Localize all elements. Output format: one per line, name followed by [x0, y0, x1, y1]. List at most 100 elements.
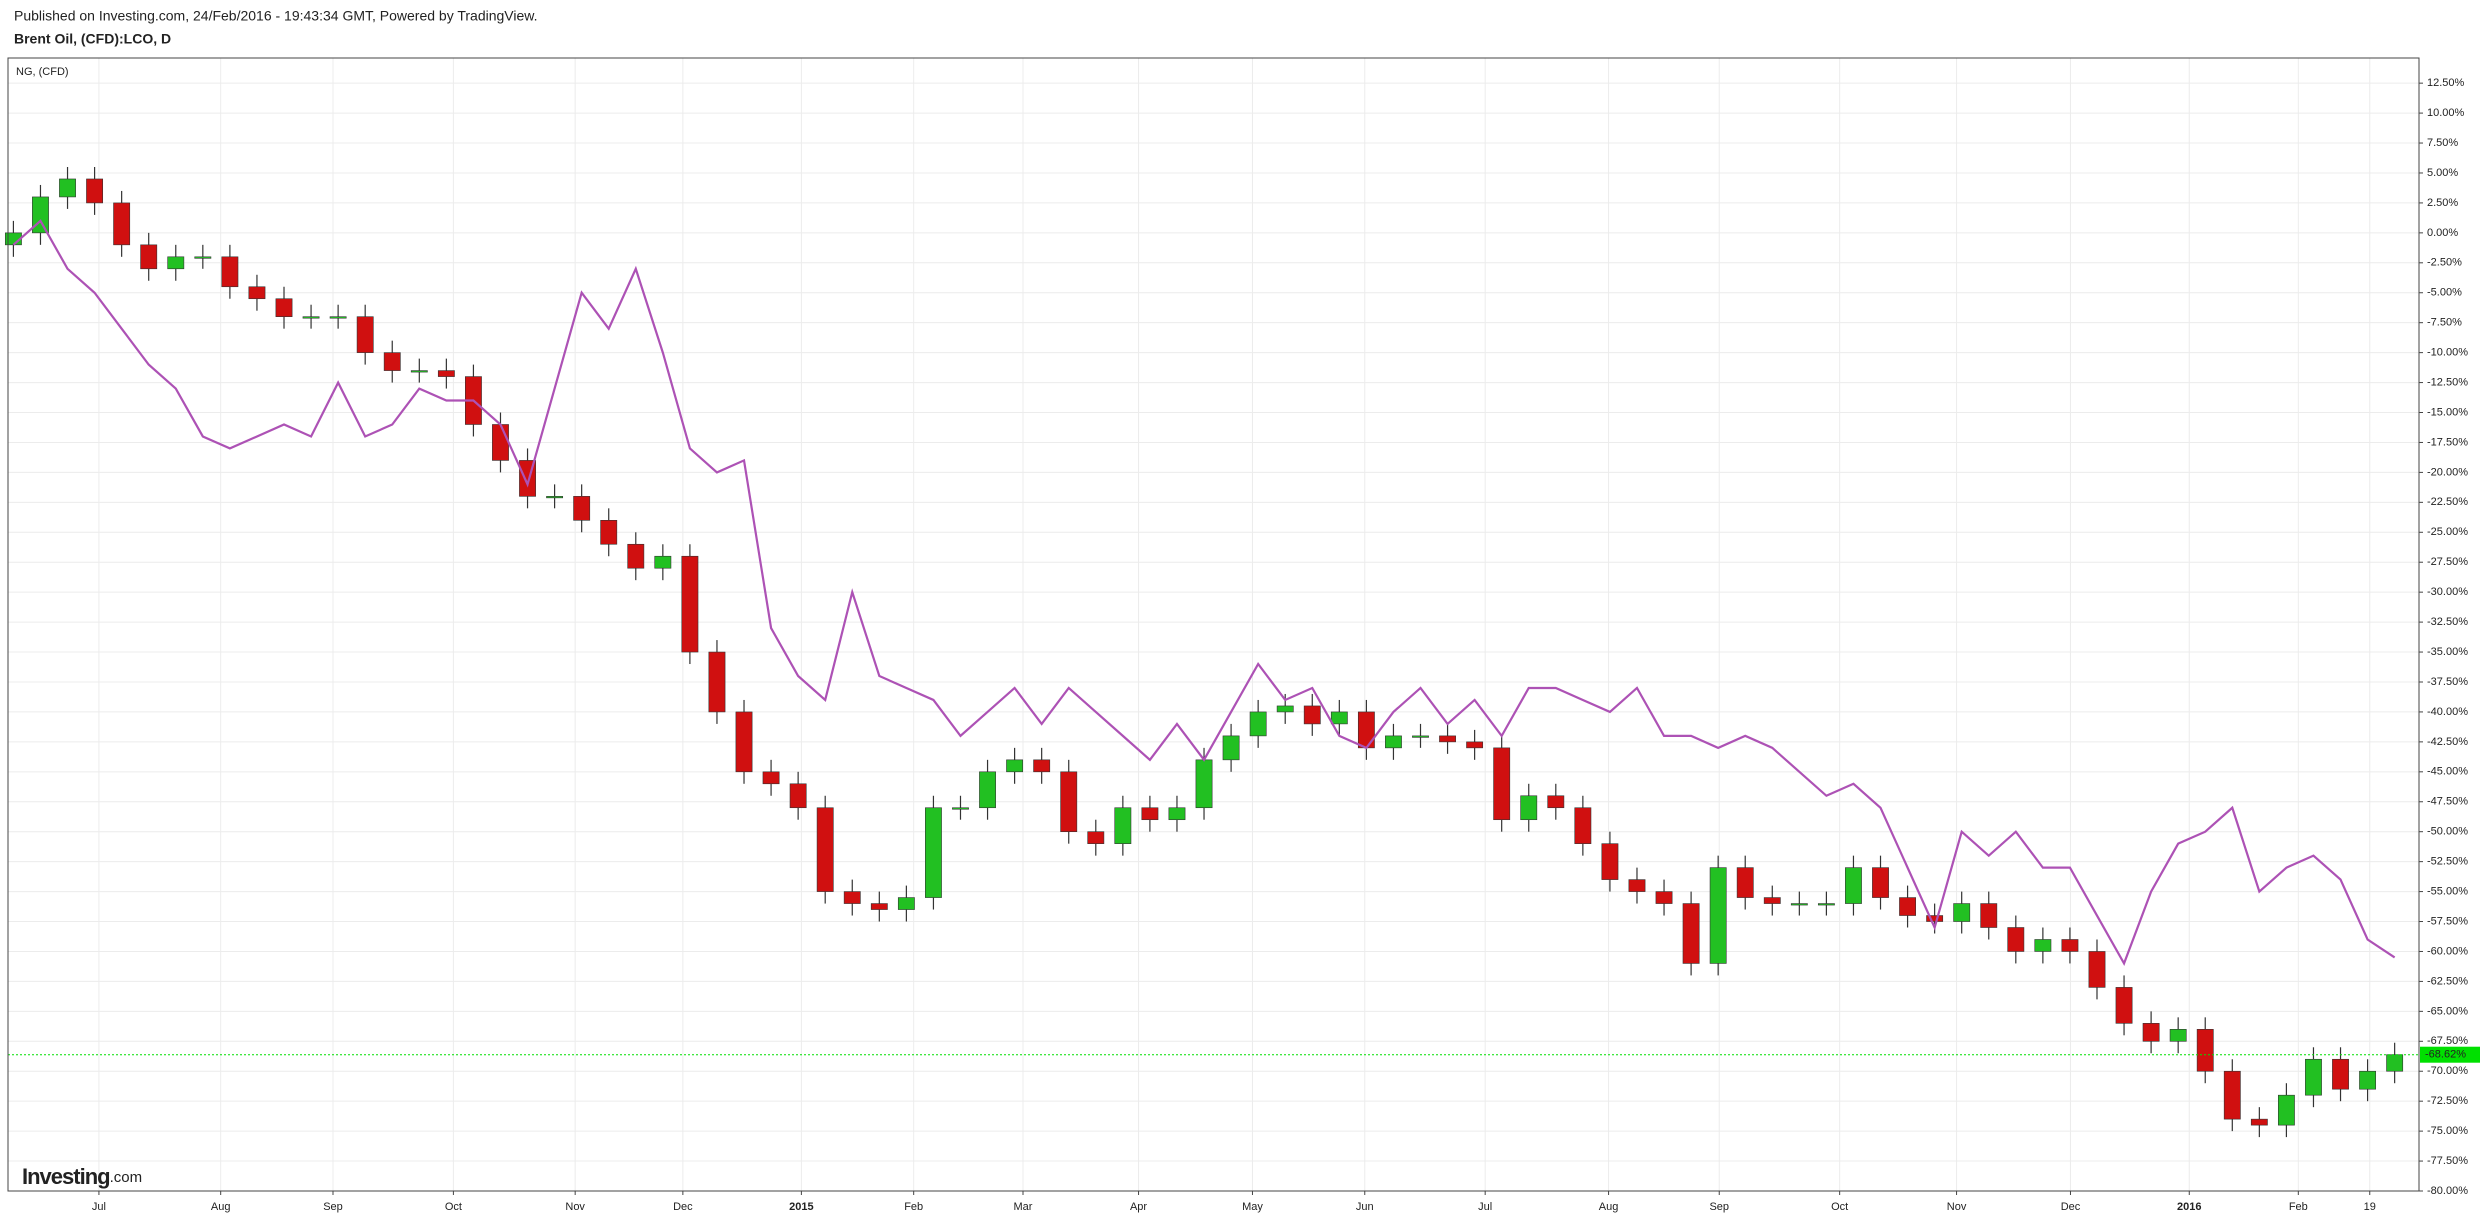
candle-body	[600, 520, 618, 545]
candle-body	[789, 783, 807, 809]
y-tick-label: 12.50%	[2427, 77, 2465, 89]
y-tick-label: -20.00%	[2427, 466, 2468, 478]
y-tick-label: -80.00%	[2427, 1185, 2468, 1197]
candle-body	[1790, 903, 1808, 906]
y-tick-label: -77.50%	[2427, 1155, 2468, 1167]
candle-body	[1466, 741, 1484, 749]
candle-body	[979, 771, 996, 809]
y-tick-label: -45.00%	[2427, 766, 2468, 778]
y-tick-label: -25.00%	[2427, 526, 2468, 538]
y-tick-label: -22.50%	[2427, 496, 2468, 508]
candle-body	[1303, 705, 1321, 725]
candle-body	[1330, 711, 1348, 725]
candle-body	[1357, 711, 1375, 749]
candle-body	[275, 298, 293, 317]
candle-body	[1168, 807, 1186, 821]
y-tick-label: 2.50%	[2427, 197, 2458, 209]
y-tick-label: -37.50%	[2427, 676, 2468, 688]
y-tick-label: -62.50%	[2427, 975, 2468, 987]
candle-body	[1601, 843, 1619, 880]
candle-body	[1249, 711, 1267, 737]
x-tick-label: Nov	[565, 1201, 585, 1213]
x-tick-label: Sep	[323, 1201, 343, 1213]
y-tick-label: 5.00%	[2427, 167, 2458, 179]
y-tick-label: -32.50%	[2427, 616, 2468, 628]
x-tick-label: Jul	[92, 1201, 106, 1213]
x-tick-label: Feb	[2289, 1201, 2308, 1213]
candle-body	[708, 651, 726, 713]
y-tick-label: -67.50%	[2427, 1035, 2468, 1047]
x-tick-label: 2016	[2177, 1201, 2201, 1213]
candle-body	[1412, 735, 1429, 738]
candle-body	[1709, 867, 1727, 964]
y-tick-label: -15.00%	[2427, 406, 2468, 418]
candle-body	[1006, 759, 1024, 773]
x-tick-label: Dec	[673, 1201, 693, 1213]
x-tick-label: Jun	[1356, 1201, 1374, 1213]
candle-body	[1439, 735, 1456, 743]
candle-body	[843, 891, 861, 904]
candle-body	[1926, 915, 1944, 922]
x-tick-label: Sep	[1709, 1201, 1729, 1213]
candle-body	[194, 256, 212, 259]
candle-body	[1655, 891, 1673, 904]
candle-body	[221, 256, 239, 288]
y-tick-label: -30.00%	[2427, 586, 2468, 598]
candle-body	[1222, 735, 1240, 761]
candle-body	[2196, 1029, 2214, 1072]
candle-body	[329, 316, 347, 319]
candle-body	[925, 807, 942, 898]
candle-body	[627, 543, 645, 569]
candle-body	[1817, 903, 1835, 906]
y-tick-label: -7.50%	[2427, 317, 2462, 329]
candle-body	[2007, 927, 2025, 952]
x-tick-label: Apr	[1130, 1201, 1147, 1213]
plot	[4, 166, 2419, 1138]
y-tick-label: -57.50%	[2427, 915, 2468, 927]
candle-body	[1195, 759, 1213, 809]
candle-body	[573, 496, 591, 521]
candle-body	[952, 807, 969, 810]
candle-body	[654, 555, 672, 569]
candle-body	[897, 897, 915, 910]
x-tick-label: Aug	[1599, 1201, 1619, 1213]
x-tick-label: Oct	[1831, 1201, 1848, 1213]
candle-body	[1682, 903, 1700, 964]
candle-body	[113, 202, 131, 246]
y-tick-label: -55.00%	[2427, 885, 2468, 897]
candle-body	[1060, 771, 1078, 832]
candle-body	[59, 178, 76, 198]
last-value-tag	[2420, 1046, 2480, 1063]
candle-body	[1953, 903, 1971, 922]
x-tick-label: Dec	[2061, 1201, 2081, 1213]
candle-body	[2223, 1070, 2241, 1120]
logo: Investing.com	[22, 1164, 142, 1189]
x-tick-label: May	[1242, 1201, 1263, 1213]
candle-body	[870, 903, 888, 910]
candle-body	[2305, 1058, 2322, 1096]
candle-body	[2386, 1054, 2404, 1072]
y-tick-label: -17.50%	[2427, 436, 2468, 448]
y-tick-label: -52.50%	[2427, 856, 2468, 868]
y-tick-label: -75.00%	[2427, 1125, 2468, 1137]
y-tick-label: -70.00%	[2427, 1065, 2468, 1077]
candle-body	[735, 711, 753, 773]
candle-body	[492, 424, 509, 461]
x-tick-label: 2015	[789, 1201, 813, 1213]
candle-body	[681, 555, 699, 653]
candle-body	[1574, 807, 1592, 844]
y-tick-label: -10.00%	[2427, 347, 2468, 359]
candle-body	[1872, 867, 1889, 898]
y-tick-label: 10.00%	[2427, 107, 2465, 119]
candle-body	[1520, 795, 1538, 821]
candle-body	[1845, 867, 1862, 904]
candle-body	[302, 316, 320, 319]
candle-body	[383, 352, 401, 371]
candle-body	[356, 316, 374, 353]
candle-body	[2061, 939, 2079, 952]
candle-body	[1114, 807, 1132, 844]
y-tick-label: -50.00%	[2427, 826, 2468, 838]
candle-body	[1547, 795, 1565, 809]
